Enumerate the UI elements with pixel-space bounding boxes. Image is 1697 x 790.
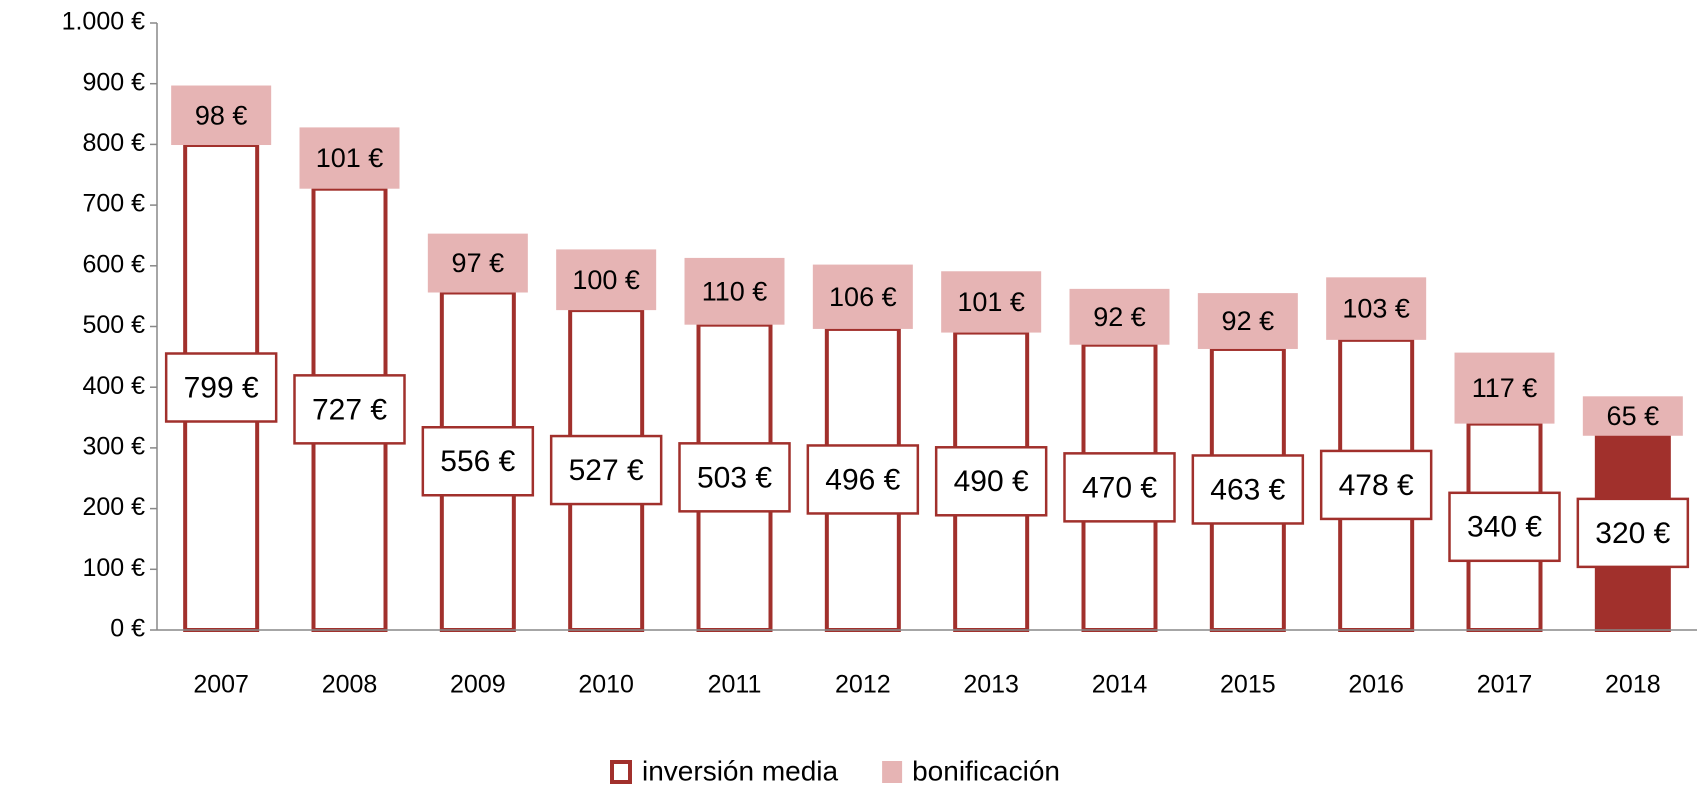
x-tick-label: 2015: [1220, 671, 1276, 699]
x-tick-label: 2016: [1348, 671, 1404, 699]
y-tick-label: 200 €: [82, 493, 145, 521]
value-label: 340 €: [1467, 511, 1542, 544]
value-label: 463 €: [1210, 473, 1285, 506]
bar-segment: [684, 257, 785, 325]
y-tick-label: 400 €: [82, 372, 145, 400]
value-label: 65 €: [1607, 401, 1660, 431]
bar-segment: [556, 249, 657, 311]
y-tick-label: 700 €: [82, 190, 145, 218]
bar-segment: [941, 271, 1042, 333]
value-label-box: [164, 352, 278, 423]
value-label: 101 €: [316, 143, 384, 173]
value-label-box: [1576, 497, 1690, 569]
value-label: 110 €: [702, 276, 768, 306]
value-label-box: [1448, 491, 1561, 563]
value-label: 556 €: [440, 445, 515, 478]
value-label: 470 €: [1082, 471, 1157, 504]
bar-segment: [1326, 277, 1427, 340]
legend-label: bonificación: [912, 755, 1060, 786]
x-tick-label: 2011: [708, 671, 762, 699]
y-tick-label: 600 €: [82, 250, 145, 278]
x-tick-label: 2013: [963, 671, 1019, 699]
x-tick-label: 2007: [193, 671, 249, 699]
x-tick-label: 2012: [835, 671, 891, 699]
bar-segment: [171, 85, 272, 146]
value-label: 100 €: [572, 265, 640, 295]
value-label-box: [549, 434, 663, 506]
x-tick-label: 2018: [1605, 671, 1661, 699]
value-label: 92 €: [1222, 306, 1275, 336]
legend-swatch: [882, 761, 903, 783]
value-label-box: [806, 444, 920, 515]
value-label: 103 €: [1342, 294, 1410, 324]
y-tick-label: 300 €: [82, 433, 145, 461]
value-label: 799 €: [184, 371, 259, 404]
bar-segment: [1069, 288, 1170, 345]
y-tick-label: 500 €: [82, 311, 145, 339]
value-label-box: [293, 374, 406, 445]
value-label-box: [934, 446, 1048, 517]
y-tick-label: 1.000 €: [62, 8, 146, 36]
bar-segment: [812, 264, 913, 329]
value-label: 478 €: [1339, 469, 1414, 502]
value-label: 101 €: [957, 287, 1025, 317]
value-label-box: [1063, 452, 1176, 523]
value-label: 320 €: [1595, 517, 1670, 550]
y-tick-label: 900 €: [82, 68, 145, 96]
legend-swatch: [610, 760, 632, 784]
value-label-box: [1319, 449, 1433, 521]
x-tick-label: 2014: [1092, 671, 1148, 699]
value-label: 117 €: [1472, 373, 1538, 403]
bar-segment: [1454, 352, 1555, 424]
y-tick-label: 0 €: [110, 615, 145, 643]
value-label: 98 €: [195, 100, 248, 130]
y-tick-label: 800 €: [82, 129, 145, 157]
value-label-box: [421, 426, 535, 497]
value-label-box: [1191, 454, 1305, 525]
x-tick-label: 2009: [450, 671, 506, 699]
x-tick-label: 2017: [1477, 671, 1533, 699]
value-label: 92 €: [1093, 302, 1146, 332]
legend-label: inversión media: [642, 755, 839, 786]
value-label: 97 €: [452, 248, 505, 278]
bar-segment: [299, 127, 400, 189]
value-label: 527 €: [569, 454, 644, 487]
value-label: 106 €: [829, 282, 897, 312]
value-label: 490 €: [954, 465, 1029, 498]
x-tick-label: 2008: [322, 671, 378, 699]
value-label-box: [678, 442, 791, 513]
bar-segment: [1582, 396, 1683, 436]
bar-segment: [1197, 293, 1298, 349]
x-tick-label: 2010: [578, 671, 634, 699]
y-tick-label: 100 €: [82, 554, 145, 582]
value-label: 503 €: [697, 461, 772, 494]
bar-segment: [427, 233, 528, 293]
value-label: 727 €: [312, 393, 387, 426]
value-label: 496 €: [825, 463, 900, 496]
